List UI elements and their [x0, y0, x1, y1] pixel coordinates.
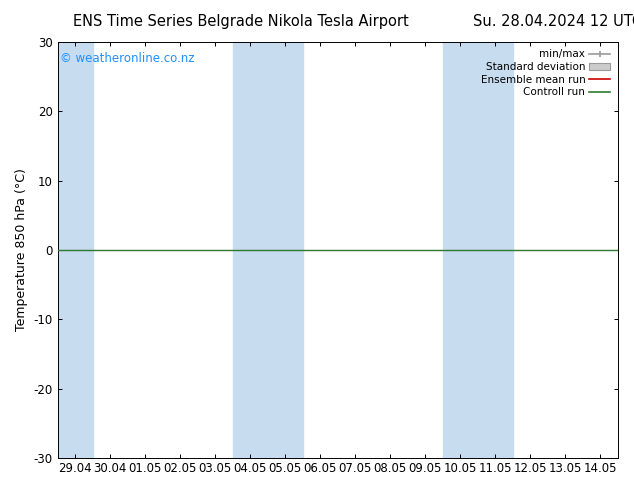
Text: ENS Time Series Belgrade Nikola Tesla Airport: ENS Time Series Belgrade Nikola Tesla Ai…: [73, 14, 409, 29]
Y-axis label: Temperature 850 hPa (°C): Temperature 850 hPa (°C): [15, 169, 28, 331]
Legend: min/max, Standard deviation, Ensemble mean run, Controll run: min/max, Standard deviation, Ensemble me…: [479, 47, 612, 99]
Text: © weatheronline.co.nz: © weatheronline.co.nz: [60, 52, 195, 66]
Bar: [443, 42, 513, 458]
Text: Su. 28.04.2024 12 UTC: Su. 28.04.2024 12 UTC: [474, 14, 634, 29]
Bar: [233, 42, 302, 458]
Bar: [58, 42, 93, 458]
